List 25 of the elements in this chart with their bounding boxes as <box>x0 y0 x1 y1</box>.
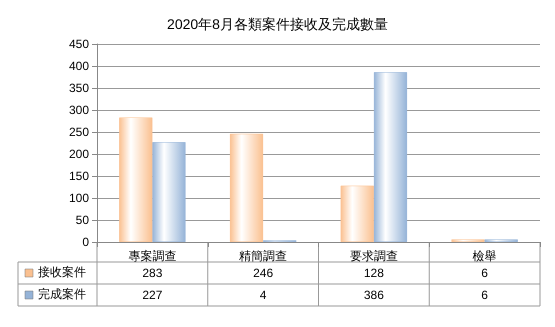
y-tick-label: 250 <box>68 125 90 139</box>
data-label: 6 <box>481 266 488 280</box>
y-tick-label: 300 <box>68 103 90 117</box>
y-tick-label: 100 <box>68 191 90 205</box>
data-label: 227 <box>142 288 163 302</box>
legend-label: 完成案件 <box>38 287 86 301</box>
data-label: 4 <box>260 288 267 302</box>
x-tick-label: 要求調查 <box>350 249 398 263</box>
data-label: 6 <box>481 288 488 302</box>
y-tick-label: 150 <box>68 169 90 183</box>
x-tick-label: 檢舉 <box>472 249 497 263</box>
y-tick-label: 50 <box>76 213 90 227</box>
data-label: 128 <box>364 266 384 280</box>
y-tick-label: 450 <box>68 37 90 51</box>
y-tick-label: 350 <box>68 81 90 95</box>
x-tick-label: 專案調查 <box>128 249 176 263</box>
chart-title: 2020年8月各類案件接收及完成數量 <box>167 16 388 32</box>
x-tick-label: 精簡調查 <box>239 249 288 263</box>
data-label: 246 <box>253 266 274 280</box>
data-label: 283 <box>142 266 163 280</box>
y-tick-label: 200 <box>68 147 90 161</box>
y-tick-label: 400 <box>68 59 90 73</box>
data-label: 386 <box>364 288 384 302</box>
y-tick-label: 0 <box>82 235 90 249</box>
legend-label: 接收案件 <box>38 265 86 279</box>
